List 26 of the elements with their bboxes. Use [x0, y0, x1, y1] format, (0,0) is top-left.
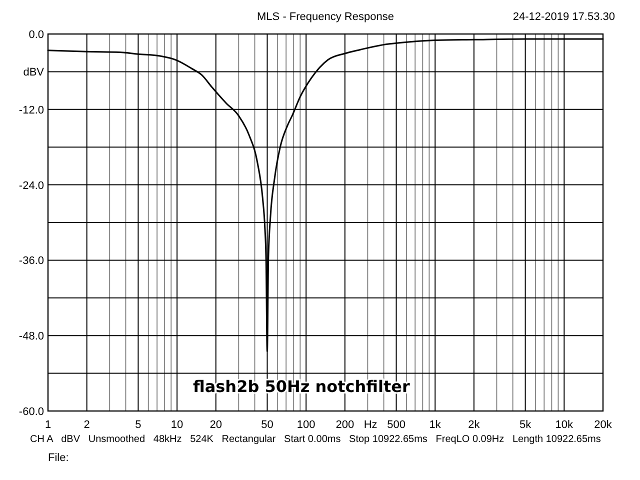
- x-tick-label: 200: [336, 419, 354, 431]
- y-tick-label: -48.0: [18, 330, 44, 343]
- y-axis-title: dBV: [23, 66, 45, 79]
- x-tick-label: 1: [44, 419, 52, 431]
- text: CH A dBV Unsmoothed 48kHz 524K Rectangular Start 0.00ms Stop 10922.65ms FreqLO 0.09Hz Length 10922.65ms: [30, 434, 601, 445]
- x-tick-label: 50: [261, 419, 274, 431]
- x-tick-label: 500: [387, 419, 406, 431]
- x-tick-label: 10: [170, 419, 184, 431]
- x-tick-label: 10k: [555, 419, 574, 431]
- x-tick-label: 20: [210, 419, 222, 431]
- x-tick-label: 5: [135, 419, 142, 431]
- text: File:: [48, 452, 69, 464]
- y-tick-label: -12.0: [18, 104, 44, 116]
- y-tick-label: 0.0: [28, 29, 44, 41]
- x-tick-label: 5k: [520, 419, 532, 431]
- x-axis-title: Hz: [364, 419, 378, 431]
- x-tick-label: 2: [84, 419, 90, 431]
- x-tick-label: 1k: [429, 419, 442, 431]
- chart-title: MLS - Frequency Response: [257, 11, 394, 23]
- y-tick-label: -60.0: [18, 406, 44, 418]
- y-tick-label: -36.0: [18, 255, 44, 268]
- y-tick-label: -24.0: [18, 180, 44, 192]
- x-tick-label: 20k: [594, 419, 612, 431]
- x-tick-label: 100: [296, 419, 316, 431]
- x-tick-label: 2k: [468, 419, 480, 431]
- text: 24-12-2019 17.53.30: [512, 11, 615, 23]
